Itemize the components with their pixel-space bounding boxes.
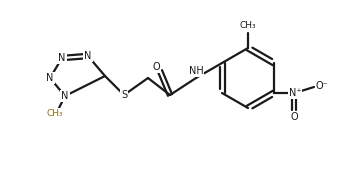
Text: NH: NH	[188, 66, 204, 76]
Text: CH₃: CH₃	[240, 22, 256, 30]
Text: O: O	[290, 112, 298, 122]
Text: N⁺: N⁺	[289, 88, 301, 98]
Text: N: N	[46, 73, 54, 83]
Text: N: N	[58, 53, 66, 63]
Text: N: N	[61, 91, 69, 101]
Text: S: S	[121, 90, 127, 100]
Text: N: N	[84, 51, 92, 61]
Text: CH₃: CH₃	[47, 109, 63, 119]
Text: O: O	[152, 62, 160, 72]
Text: O⁻: O⁻	[316, 81, 328, 91]
